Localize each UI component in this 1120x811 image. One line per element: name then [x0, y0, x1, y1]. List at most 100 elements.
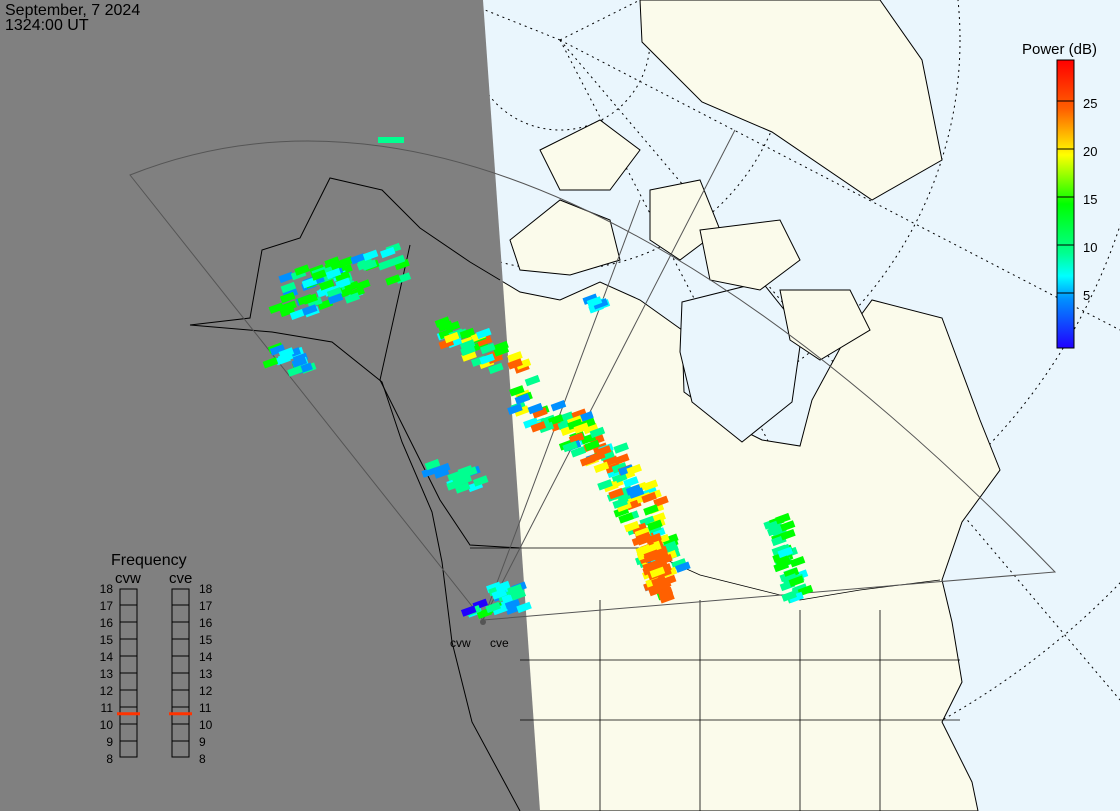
colorbar: Power (dB) 5 10 15 20 25 [1022, 41, 1097, 349]
echo-cell [530, 421, 547, 433]
echo-cell [781, 590, 797, 602]
echo-cell [433, 467, 450, 479]
echo-cell [491, 588, 508, 600]
echo-cell [394, 258, 410, 271]
echo-cell [377, 259, 394, 271]
echo-cell [788, 591, 804, 604]
echo-cell [616, 500, 632, 513]
echo-cell [350, 253, 366, 265]
echo-cell [507, 351, 523, 363]
echo-cell [509, 385, 525, 397]
echo-cell [424, 458, 441, 471]
echo-cell [524, 374, 541, 387]
echo-cell [389, 254, 406, 267]
echo-cell [589, 426, 606, 439]
echo-cell [659, 592, 675, 604]
echo-cell [279, 291, 296, 304]
echo-cell [451, 473, 468, 485]
echo-cell [590, 450, 606, 463]
echo-cell [479, 353, 495, 365]
echo-cell [281, 300, 297, 312]
echo-cell [653, 550, 670, 563]
echo-cell [454, 482, 471, 494]
radar-field-of-view [129, 129, 1057, 621]
radar-label-cvw: cvw [450, 636, 471, 650]
echo-cell [642, 479, 659, 491]
frequency-tick-left: 9 [106, 735, 113, 749]
echo-cell [302, 293, 318, 305]
echo-cell [291, 356, 308, 369]
echo-cell [651, 575, 667, 587]
echo-cell [344, 292, 361, 304]
echo-cell [507, 358, 523, 370]
colorbar-scale [1056, 59, 1075, 349]
frequency-panel: Frequency cvw cve 18 18 17 17 16 16 15 15 14 14 13… [100, 552, 213, 766]
echo-cell [294, 264, 310, 276]
frequency-tick-left: 11 [101, 701, 114, 715]
echo-cell [783, 567, 800, 579]
radar-label-cve: cve [490, 636, 509, 650]
frequency-tick-left: 18 [100, 582, 114, 596]
echo-cell [318, 279, 335, 291]
echo-cell [278, 271, 294, 284]
frequency-tick-right: 15 [199, 633, 213, 647]
echo-cell [461, 466, 478, 478]
night-region [0, 0, 540, 811]
echo-cell [570, 446, 587, 458]
echo-cell [269, 344, 286, 356]
echo-cell [593, 461, 610, 473]
echo-cell [626, 463, 642, 476]
frequency-tick-right: 14 [199, 650, 213, 664]
echo-cell [623, 476, 639, 488]
echo-cell [504, 597, 521, 610]
echo-cell [568, 432, 585, 444]
frequency-tick-left: 10 [100, 718, 114, 732]
echo-cell [459, 339, 476, 351]
echo-cell [357, 257, 374, 269]
echo-cell [434, 316, 451, 328]
echo-cell [301, 304, 318, 316]
echo-cell [642, 564, 658, 576]
echo-cell [380, 246, 396, 259]
echo-cell [268, 302, 285, 314]
echo-cell [487, 352, 504, 365]
echo-cell [461, 350, 477, 362]
echo-cell [334, 270, 351, 283]
echo-cell [603, 480, 619, 493]
colorbar-tick-label: 15 [1083, 192, 1097, 207]
echo-cell [655, 579, 672, 591]
echo-cell [618, 512, 634, 524]
echo-cell [378, 137, 404, 143]
frequency-tick-left: 15 [100, 633, 114, 647]
colorbar-title: Power (dB) [1022, 41, 1097, 58]
echo-cell [326, 287, 343, 299]
echo-cell [582, 293, 599, 305]
radar-site-marker [480, 619, 486, 625]
echo-cell [492, 603, 508, 616]
echo-cell [628, 487, 645, 499]
echo-cell [507, 403, 523, 415]
echo-cell [493, 345, 510, 357]
frequency-tick-left: 17 [100, 599, 114, 613]
frequency-tick-right: 9 [199, 735, 206, 749]
echo-cell [657, 586, 674, 598]
echo-cell [777, 546, 794, 559]
echo-cell [494, 580, 511, 593]
echo-cell [578, 410, 594, 423]
echo-cell [515, 358, 532, 370]
echo-cell [307, 296, 323, 308]
colorbar-tick-label: 25 [1083, 96, 1097, 111]
frequency-tick-left: 16 [100, 616, 114, 630]
echo-cell [476, 335, 493, 347]
echo-cell [597, 479, 613, 491]
echo-cell [775, 557, 792, 569]
echo-cell [779, 520, 796, 532]
echo-cell [586, 296, 603, 308]
night-coastlines [189, 177, 521, 811]
echo-cell [562, 440, 578, 453]
echo-cell [527, 402, 544, 415]
frequency-tick-right: 18 [199, 582, 213, 596]
echo-cell [532, 407, 548, 419]
echo-cell [330, 259, 346, 271]
echo-cell [459, 327, 476, 340]
